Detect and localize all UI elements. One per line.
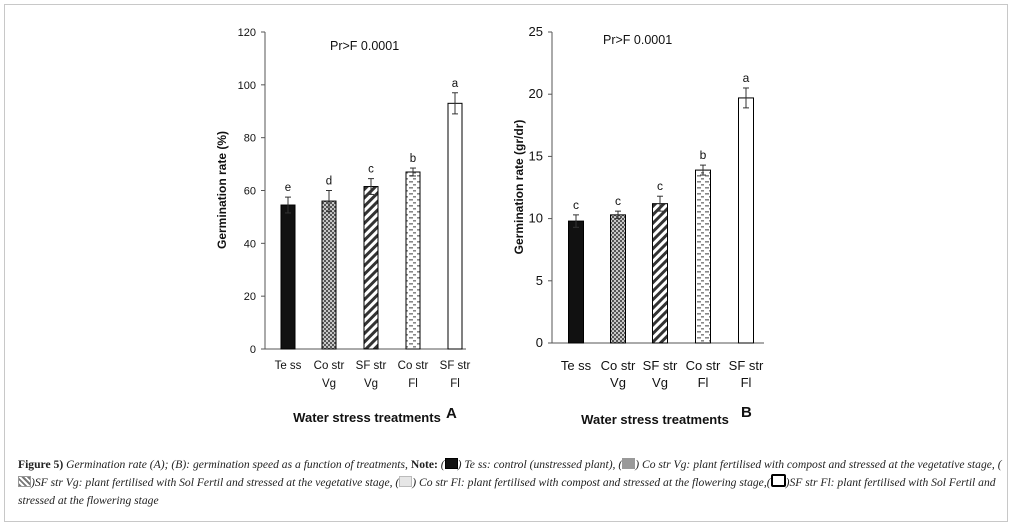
x-tick-label: Fl — [741, 375, 752, 390]
y-tick-label: 25 — [529, 24, 543, 39]
y-tick-label: 10 — [529, 211, 543, 226]
y-tick-label: 40 — [244, 238, 256, 250]
legend-swatch-checker — [622, 458, 636, 469]
y-tick-label: 100 — [238, 80, 256, 92]
y-tick-label: 20 — [529, 86, 543, 101]
caption-text: Germination rate (A); (B): germination s… — [63, 458, 411, 471]
panel-letter: A — [446, 405, 457, 422]
significance-letter: b — [700, 148, 707, 162]
x-tick-label: Vg — [364, 378, 378, 390]
figure-frame — [4, 4, 1008, 522]
x-tick-label: SF str — [729, 358, 764, 373]
x-tick-label: Te ss — [561, 358, 592, 373]
significance-letter: c — [657, 179, 663, 193]
significance-letter: c — [573, 198, 579, 212]
caption-note-label: Note: — [410, 458, 438, 471]
x-axis-title: Water stress treatments — [293, 410, 441, 425]
significance-annotation: Pr>F 0.0001 — [603, 33, 672, 47]
significance-letter: c — [368, 164, 374, 176]
chart-panel-a: 0 20 40 60 80 100 120 e Te ss d Co str Vg c SF str Vg b… — [215, 27, 470, 425]
y-tick-label: 80 — [244, 133, 256, 145]
y-tick-label: 5 — [536, 273, 543, 288]
caption-legend-sf-str-vg: )SF str Vg: plant fertilised with Sol Fe… — [31, 476, 400, 489]
caption-paren: ( — [437, 458, 445, 471]
x-tick-label: Vg — [322, 378, 336, 390]
y-axis-title: Germination rate (%) — [215, 131, 229, 249]
y-tick-label: 0 — [250, 344, 256, 356]
significance-letter: d — [326, 176, 332, 188]
caption-legend-sf-str-fl: )SF str Fl: plant fertilised with Sol Fe… — [18, 476, 996, 507]
figure-caption: Figure 5) Germination rate (A); (B): ger… — [18, 456, 1003, 510]
x-tick-label: Co str — [686, 358, 721, 373]
caption-figure-label: Figure 5) — [18, 458, 64, 471]
chart-panel-b: 0 5 10 15 20 25 c Te ss c Co str Vg c SF str Vg b Co st… — [512, 24, 764, 427]
y-tick-label: 120 — [238, 27, 256, 39]
x-tick-label: Co str — [398, 360, 429, 372]
significance-letter: b — [410, 153, 416, 165]
bar — [695, 169, 711, 344]
x-tick-label: SF str — [356, 360, 387, 372]
caption-legend-te-ss: ) Te ss: control (unstressed plant), ( — [457, 458, 623, 471]
significance-letter: a — [452, 78, 459, 90]
bar — [610, 214, 626, 344]
x-tick-label: Vg — [610, 375, 626, 390]
x-tick-label: SF str — [643, 358, 678, 373]
x-axis-title: Water stress treatments — [581, 412, 729, 427]
y-tick-label: 60 — [244, 186, 256, 198]
legend-swatch-solid — [444, 458, 458, 469]
legend-swatch-diagonal — [18, 476, 31, 487]
significance-letter: a — [743, 71, 750, 85]
x-tick-label: SF str — [440, 360, 471, 372]
bar — [568, 220, 584, 344]
y-tick-label: 20 — [244, 291, 256, 303]
bar — [652, 203, 668, 344]
bar — [363, 186, 379, 350]
y-axis-title: Germination rate (gr/dr) — [512, 120, 526, 255]
x-tick-label: Fl — [408, 378, 418, 390]
x-tick-label: Co str — [314, 360, 345, 372]
bar — [321, 200, 337, 350]
legend-swatch-empty — [770, 474, 786, 487]
significance-annotation: Pr>F 0.0001 — [330, 39, 399, 53]
significance-letter: c — [615, 194, 621, 208]
bar — [405, 171, 421, 350]
panel-letter: B — [741, 404, 752, 421]
y-tick-label: 15 — [529, 148, 543, 163]
significance-letter: e — [285, 182, 291, 194]
x-tick-label: Te ss — [275, 360, 302, 372]
y-tick-label: 0 — [536, 335, 543, 350]
x-tick-label: Fl — [450, 378, 460, 390]
bar — [447, 102, 463, 350]
caption-legend-co-str-vg: ) Co str Vg: plant fertilised with compo… — [635, 458, 1002, 471]
x-tick-label: Co str — [601, 358, 636, 373]
x-tick-label: Vg — [652, 375, 668, 390]
bar — [280, 204, 296, 350]
caption-legend-co-str-fl: ) Co str Fl: plant fertilised with compo… — [412, 476, 771, 489]
legend-swatch-dashed — [399, 476, 413, 487]
x-tick-label: Fl — [698, 375, 709, 390]
bar — [738, 97, 754, 344]
